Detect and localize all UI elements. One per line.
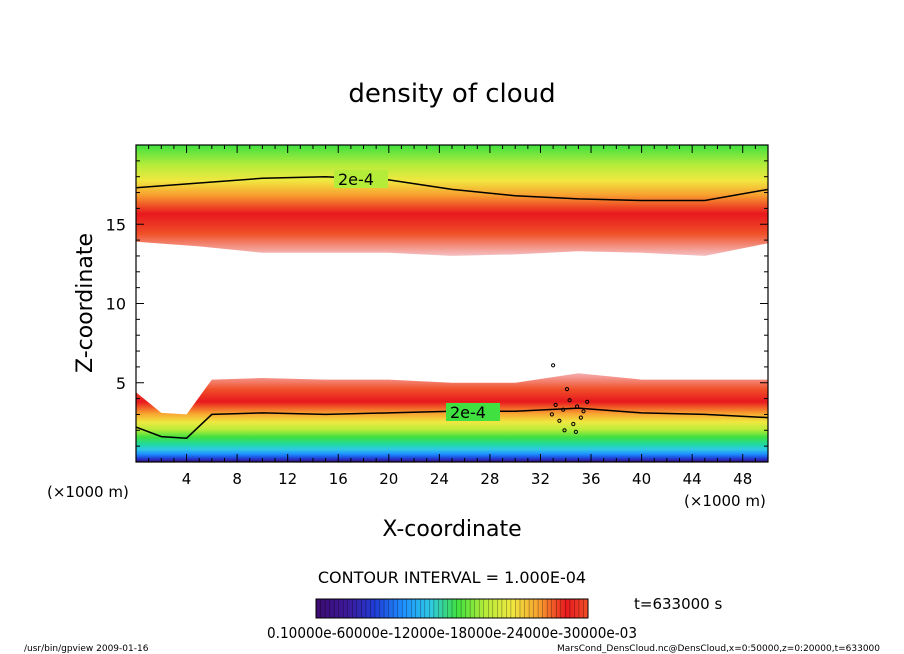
y-tick-label: 15 (106, 215, 126, 234)
speckle-mark (571, 421, 576, 427)
x-tick-label: 24 (430, 470, 449, 488)
x-tick-label: 12 (278, 470, 297, 488)
speckle-mark (573, 429, 579, 434)
x-tick-label: 20 (379, 470, 398, 488)
contour-label-lower: 2e-4 (450, 403, 486, 422)
x-tick-label: 48 (733, 470, 752, 488)
speckle-mark (581, 409, 586, 414)
speckle-mark (557, 418, 562, 423)
speckle-mark (575, 404, 580, 409)
x-tick-label: 8 (232, 470, 242, 488)
colorbar (315, 598, 589, 619)
x-unit-label: (×1000 m) (684, 492, 766, 510)
speckle-mark (549, 412, 555, 417)
z-unit-label: (×1000 m) (47, 483, 129, 501)
lower-contour-line (136, 407, 768, 439)
x-tick-label: 4 (182, 470, 192, 488)
x-tick-label: 44 (683, 470, 702, 488)
contour-label-upper: 2e-4 (338, 170, 374, 189)
x-axis: 4 8 12 16 20 24 28 32 36 40 44 48 (135, 145, 769, 488)
speckle-mark (567, 398, 572, 403)
speckle-mark (585, 399, 590, 404)
chart-title: density of cloud (348, 79, 555, 109)
y-axis-title: Z-coordinate (73, 233, 98, 373)
upper-cloud-layer (136, 145, 768, 256)
contour-interval-text: CONTOUR INTERVAL = 1.000E-04 (318, 568, 586, 587)
time-label: t=633000 s (634, 595, 722, 613)
x-tick-label: 16 (329, 470, 348, 488)
x-tick-label: 40 (632, 470, 651, 488)
y-axis: 5 10 15 (106, 144, 768, 463)
contour-label-bg-lower (446, 403, 500, 421)
footer-source: MarsCond_DensCloud.nc@DensCloud,x=0:5000… (557, 644, 880, 654)
x-tick-label: 36 (581, 470, 600, 488)
speckle-mark (561, 407, 566, 412)
speckle-mark (564, 387, 570, 392)
upper-contour-line (136, 175, 768, 202)
speckle-mark (551, 363, 556, 368)
x-axis-title: X-coordinate (382, 517, 521, 542)
x-tick-label: 28 (480, 470, 499, 488)
turbulent-contour-speckle (549, 363, 590, 434)
colorbar-tick-labels: 0.10000e-60000e-12000e-18000e-24000e-300… (267, 624, 637, 642)
speckle-mark (562, 428, 567, 433)
y-tick-label: 5 (116, 374, 126, 393)
speckle-mark (553, 402, 558, 407)
y-tick-label: 10 (106, 295, 126, 314)
footer-program: /usr/bin/gpview 2009-01-16 (24, 644, 149, 654)
speckle-mark (578, 415, 584, 420)
contour-label-bg-upper (334, 170, 388, 188)
x-tick-label: 32 (531, 470, 550, 488)
